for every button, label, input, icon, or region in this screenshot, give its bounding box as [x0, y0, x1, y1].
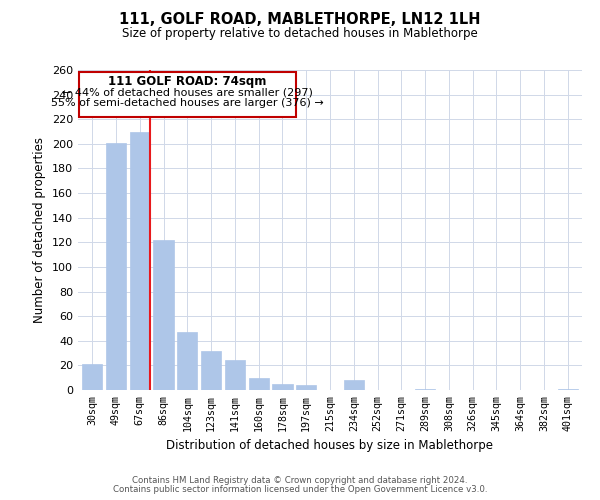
Text: 55% of semi-detached houses are larger (376) →: 55% of semi-detached houses are larger (… — [51, 98, 324, 108]
Bar — [415, 389, 435, 390]
Bar — [248, 378, 269, 390]
Y-axis label: Number of detached properties: Number of detached properties — [34, 137, 46, 323]
Bar — [272, 384, 293, 390]
Text: Size of property relative to detached houses in Mablethorpe: Size of property relative to detached ho… — [122, 28, 478, 40]
Text: ← 44% of detached houses are smaller (297): ← 44% of detached houses are smaller (29… — [62, 87, 313, 97]
Bar — [130, 132, 150, 390]
Bar — [557, 389, 578, 390]
Bar — [177, 332, 197, 390]
X-axis label: Distribution of detached houses by size in Mablethorpe: Distribution of detached houses by size … — [167, 439, 493, 452]
Bar — [82, 364, 103, 390]
FancyBboxPatch shape — [79, 72, 296, 117]
Text: 111, GOLF ROAD, MABLETHORPE, LN12 1LH: 111, GOLF ROAD, MABLETHORPE, LN12 1LH — [119, 12, 481, 28]
Text: 111 GOLF ROAD: 74sqm: 111 GOLF ROAD: 74sqm — [108, 75, 266, 88]
Bar — [201, 350, 221, 390]
Bar — [106, 142, 126, 390]
Text: Contains HM Land Registry data © Crown copyright and database right 2024.: Contains HM Land Registry data © Crown c… — [132, 476, 468, 485]
Bar — [225, 360, 245, 390]
Bar — [296, 385, 316, 390]
Bar — [154, 240, 173, 390]
Text: Contains public sector information licensed under the Open Government Licence v3: Contains public sector information licen… — [113, 485, 487, 494]
Bar — [344, 380, 364, 390]
